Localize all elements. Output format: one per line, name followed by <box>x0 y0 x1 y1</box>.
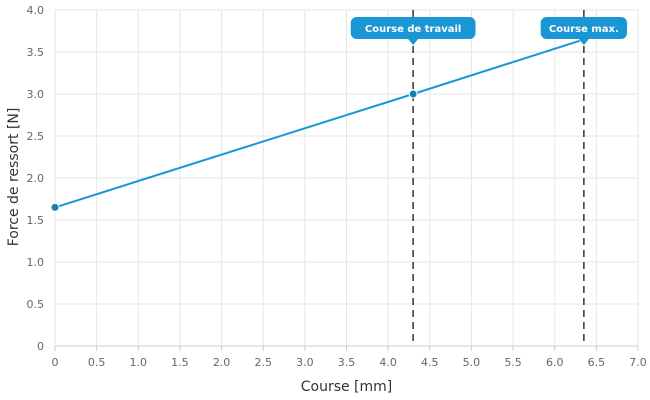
x-tick-label: 1.5 <box>171 356 189 369</box>
annotation-box <box>350 17 476 39</box>
y-tick-label: 0 <box>37 340 44 353</box>
x-tick-label: 3.5 <box>338 356 356 369</box>
x-tick-label: 0.5 <box>88 356 106 369</box>
x-tick-label: 2.0 <box>213 356 231 369</box>
x-tick-label: 4.0 <box>379 356 397 369</box>
y-tick-label: 4.0 <box>27 4 45 17</box>
x-tick-label: 1.0 <box>130 356 148 369</box>
y-tick-label: 3.5 <box>27 46 45 59</box>
x-tick-label: 2.5 <box>254 356 272 369</box>
series-line <box>54 38 585 209</box>
annotation-pointer <box>408 39 419 45</box>
annotation-pointer <box>578 39 589 45</box>
data-point <box>50 202 60 212</box>
annotation-box <box>540 17 628 39</box>
series-layer <box>50 34 589 212</box>
x-tick-label: 7.0 <box>629 356 647 369</box>
y-tick-label: 2.5 <box>27 130 45 143</box>
x-tick-labels: 0 0.5 1.0 1.5 2.0 2.5 3.0 3.5 4.0 4.5 5.0 5.5 6.0 6.5… <box>52 356 647 369</box>
x-tick-label: 5.0 <box>463 356 481 369</box>
y-tick-label: 3.0 <box>27 88 45 101</box>
x-tick-label: 5.5 <box>504 356 522 369</box>
data-point <box>408 89 418 99</box>
y-tick-label: 1.0 <box>27 256 45 269</box>
x-tick-label: 6.0 <box>546 356 564 369</box>
y-tick-labels: 0 0.5 1.0 1.5 2.0 2.5 3.0 3.5 4.0 <box>27 4 45 353</box>
y-axis-title: Force de ressort [N] <box>6 108 22 247</box>
grid <box>54 9 639 347</box>
y-tick-label: 1.5 <box>27 214 45 227</box>
annotation-label: Course de travail <box>365 24 461 35</box>
axes <box>54 345 639 351</box>
annotations: Course de travail Course max. <box>350 17 628 45</box>
y-tick-label: 0.5 <box>27 298 45 311</box>
x-tick-label: 3.0 <box>296 356 314 369</box>
annotation-callout: Course max. <box>540 17 628 45</box>
annotation-label: Course max. <box>549 24 619 35</box>
annotation-callout: Course de travail <box>350 17 476 45</box>
x-tick-label: 0 <box>52 356 59 369</box>
x-tick-label: 4.5 <box>421 356 439 369</box>
marker-lines <box>412 10 585 346</box>
x-tick-label: 6.5 <box>588 356 606 369</box>
x-axis-title: Course [mm] <box>301 379 393 395</box>
y-tick-label: 2.0 <box>27 172 45 185</box>
